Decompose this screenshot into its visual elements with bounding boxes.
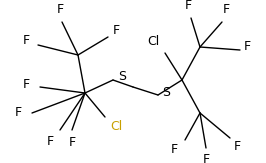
Text: Cl: Cl	[110, 120, 122, 133]
Text: F: F	[113, 23, 120, 37]
Text: F: F	[171, 143, 178, 156]
Text: F: F	[56, 3, 64, 16]
Text: F: F	[23, 77, 30, 90]
Text: F: F	[68, 136, 76, 149]
Text: F: F	[202, 153, 210, 163]
Text: Cl: Cl	[148, 35, 160, 48]
Text: F: F	[15, 105, 22, 119]
Text: F: F	[244, 40, 251, 53]
Text: F: F	[234, 140, 241, 153]
Text: F: F	[47, 135, 53, 148]
Text: S: S	[162, 86, 170, 98]
Text: S: S	[118, 71, 126, 83]
Text: F: F	[184, 0, 192, 12]
Text: F: F	[222, 3, 230, 16]
Text: F: F	[23, 35, 30, 47]
